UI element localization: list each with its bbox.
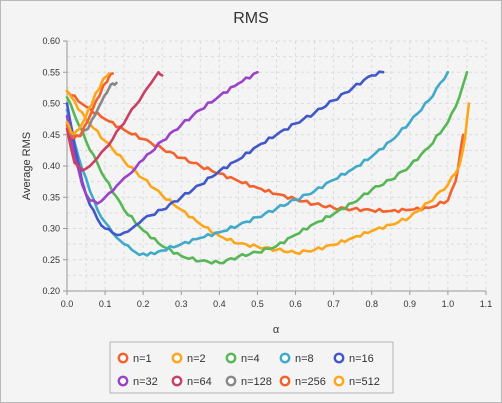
x-tick-label: 0.6 — [289, 299, 302, 309]
x-tick-label: 0.2 — [137, 299, 150, 309]
x-tick-label: 0.5 — [251, 299, 264, 309]
x-axis-ticks: 0.0 0.1 0.2 0.3 0.4 0.5 0.6 0.7 0.8 0.9 1.0 1.1 — [61, 291, 493, 309]
legend: n=1 n=2 n=4 n=8 n=16 n=32 n=64 n=128 n=256 n=512 — [109, 341, 394, 394]
legend-marker — [225, 375, 237, 387]
y-tick-label: 0.60 — [42, 36, 60, 46]
series-line-n-64 — [65, 70, 164, 172]
x-tick-label: 1.0 — [442, 299, 455, 309]
legend-label: n=4 — [241, 353, 260, 365]
legend-marker — [225, 352, 237, 364]
legend-label: n=32 — [133, 376, 158, 388]
legend-marker — [333, 352, 345, 364]
x-tick-label: 0.0 — [61, 299, 74, 309]
x-tick-label: 0.9 — [404, 299, 417, 309]
y-tick-label: 0.50 — [42, 99, 60, 109]
y-tick-label: 0.40 — [42, 161, 60, 171]
legend-label: n=1 — [133, 353, 152, 365]
y-tick-label: 0.45 — [42, 130, 60, 140]
x-tick-label: 0.8 — [365, 299, 378, 309]
series-line-n-16 — [65, 70, 385, 237]
series-line-n-512 — [65, 72, 111, 136]
legend-marker — [333, 375, 345, 387]
x-tick-label: 0.4 — [213, 299, 226, 309]
series-line-n-256 — [65, 72, 114, 140]
legend-label: n=2 — [187, 353, 206, 365]
legend-label: n=128 — [241, 376, 272, 388]
legend-marker — [171, 352, 183, 364]
y-axis-label: Average RMS — [21, 132, 33, 200]
legend-box — [109, 341, 394, 394]
legend-label: n=16 — [349, 353, 374, 365]
legend-marker — [117, 352, 129, 364]
legend-marker — [279, 352, 291, 364]
series-line-n-1 — [65, 89, 465, 214]
x-tick-label: 0.1 — [99, 299, 112, 309]
series-lines — [65, 70, 471, 265]
chart-title: RMS — [233, 10, 269, 27]
series-line-n-32 — [65, 70, 259, 205]
x-tick-label: 1.1 — [480, 299, 493, 309]
series-line-n-8 — [65, 70, 450, 257]
y-tick-label: 0.20 — [42, 286, 60, 296]
y-tick-label: 0.25 — [42, 255, 60, 265]
series-line-n-4 — [65, 70, 469, 265]
x-tick-label: 0.3 — [175, 299, 188, 309]
legend-marker — [279, 375, 291, 387]
legend-label: n=8 — [295, 353, 314, 365]
x-axis-label: α — [273, 324, 280, 336]
legend-marker — [171, 375, 183, 387]
x-tick-label: 0.7 — [327, 299, 340, 309]
y-tick-label: 0.35 — [42, 192, 60, 202]
legend-label: n=64 — [187, 376, 212, 388]
legend-marker — [117, 375, 129, 387]
y-tick-label: 0.30 — [42, 224, 60, 234]
legend-label: n=256 — [295, 376, 326, 388]
y-axis-ticks: 0.20 0.25 0.30 0.35 0.40 0.45 0.50 0.55 0.60 — [42, 36, 67, 296]
legend-label: n=512 — [349, 376, 380, 388]
y-tick-label: 0.55 — [42, 67, 60, 77]
